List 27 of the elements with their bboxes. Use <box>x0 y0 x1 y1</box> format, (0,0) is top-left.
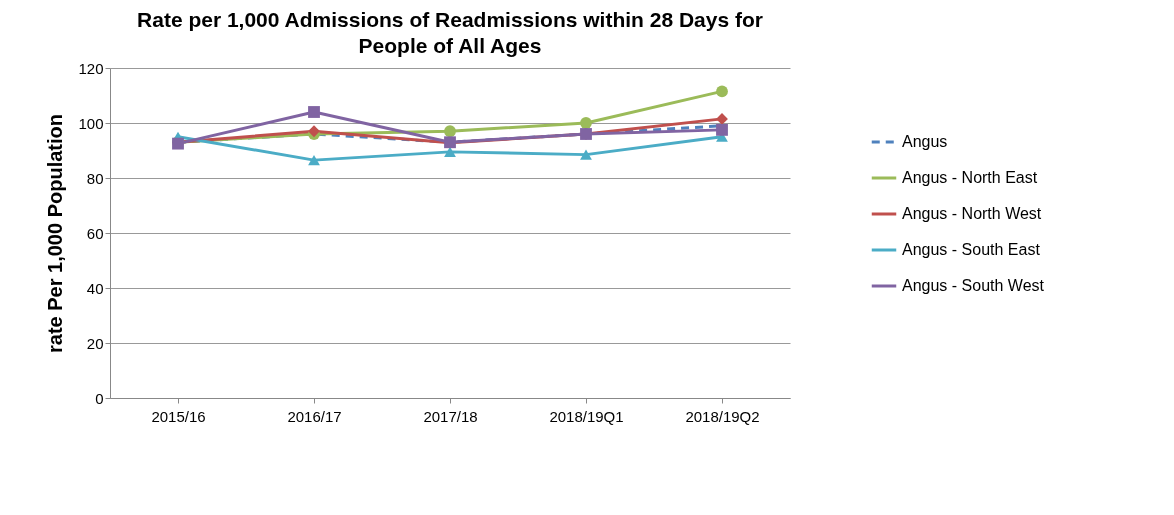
legend-label: Angus - North West <box>902 205 1042 222</box>
x-tick-label: 2018/19Q2 <box>685 407 760 425</box>
point <box>308 106 320 118</box>
point <box>716 85 728 98</box>
point <box>580 117 592 129</box>
y-tick-label: 0 <box>95 389 104 407</box>
legend-label: Angus - North East <box>902 169 1038 186</box>
legend-label: Angus - South East <box>902 241 1041 258</box>
point <box>716 112 728 125</box>
point <box>580 149 592 160</box>
point <box>444 125 456 138</box>
point <box>716 123 728 136</box>
y-tick-label: 20 <box>86 334 104 352</box>
y-tick-label: 60 <box>86 224 104 242</box>
chart-title: Rate per 1,000 Admissions of Readmissions within 28 Days for People of All Ages <box>137 8 763 57</box>
x-tick-label: 2017/18 <box>423 407 478 425</box>
y-axis-title: rate Per 1,000 Population <box>44 114 67 353</box>
y-tick-label: 100 <box>78 114 104 132</box>
legend-label: Angus - South West <box>902 277 1045 294</box>
legend-label: Angus <box>902 133 948 150</box>
x-tick-label: 2018/19Q1 <box>549 407 624 425</box>
x-tick-label: 2016/17 <box>287 407 342 425</box>
point <box>308 155 320 166</box>
y-tick-label: 40 <box>86 279 104 297</box>
y-tick-label: 120 <box>78 59 104 77</box>
y-tick-label: 80 <box>86 169 104 187</box>
x-tick-label: 2015/16 <box>151 407 206 425</box>
